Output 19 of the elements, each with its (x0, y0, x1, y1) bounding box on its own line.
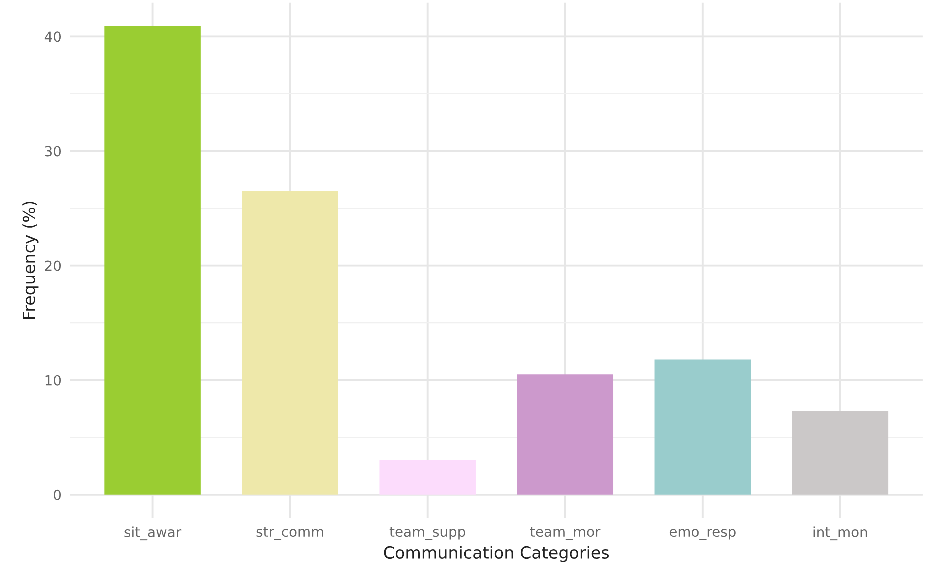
bar (654, 360, 752, 495)
y-tick-label: 30 (45, 146, 62, 157)
bar (242, 191, 338, 495)
bar (104, 26, 201, 495)
bar (380, 460, 476, 495)
x-tick-label: team_supp (390, 527, 466, 540)
x-axis-title: Communication Categories (384, 546, 610, 562)
y-axis-title: Frequency (%) (22, 202, 39, 320)
x-tick-label: str_comm (256, 527, 324, 540)
y-tick-label: 0 (54, 490, 62, 500)
y-tick-label: 40 (44, 32, 62, 42)
x-tick-label: int_mon (814, 526, 868, 541)
x-tick-label: team_mor (530, 527, 601, 540)
bar (517, 374, 614, 495)
bar (792, 411, 889, 495)
x-tick-label: sit_awar (124, 526, 182, 541)
x-tick-label: emo_resp (670, 529, 736, 540)
y-tick-label: 20 (45, 260, 62, 272)
y-tick-label: 10 (46, 375, 62, 386)
